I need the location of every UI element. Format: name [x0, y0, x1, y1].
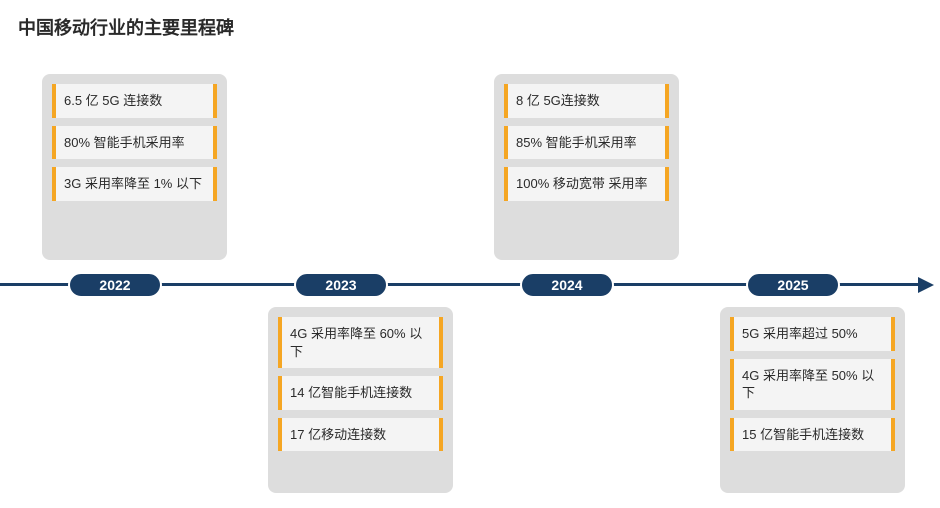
milestone-item: 80% 智能手机采用率: [52, 126, 217, 160]
milestone-card-2022: 6.5 亿 5G 连接数 80% 智能手机采用率 3G 采用率降至 1% 以下: [42, 74, 227, 260]
milestone-card-2024: 8 亿 5G连接数 85% 智能手机采用率 100% 移动宽带 采用率: [494, 74, 679, 260]
milestone-item: 8 亿 5G连接数: [504, 84, 669, 118]
year-pill-2023: 2023: [294, 272, 388, 298]
milestone-item: 85% 智能手机采用率: [504, 126, 669, 160]
milestone-item: 5G 采用率超过 50%: [730, 317, 895, 351]
milestone-item: 3G 采用率降至 1% 以下: [52, 167, 217, 201]
milestone-item: 4G 采用率降至 50% 以下: [730, 359, 895, 410]
milestone-item: 15 亿智能手机连接数: [730, 418, 895, 452]
year-pill-2025: 2025: [746, 272, 840, 298]
milestone-item: 14 亿智能手机连接数: [278, 376, 443, 410]
page-title: 中国移动行业的主要里程碑: [18, 14, 234, 40]
milestone-card-2025: 5G 采用率超过 50% 4G 采用率降至 50% 以下 15 亿智能手机连接数: [720, 307, 905, 493]
milestone-item: 100% 移动宽带 采用率: [504, 167, 669, 201]
milestone-item: 4G 采用率降至 60% 以下: [278, 317, 443, 368]
milestone-item: 17 亿移动连接数: [278, 418, 443, 452]
year-pill-2022: 2022: [68, 272, 162, 298]
milestone-item: 6.5 亿 5G 连接数: [52, 84, 217, 118]
milestone-card-2023: 4G 采用率降至 60% 以下 14 亿智能手机连接数 17 亿移动连接数: [268, 307, 453, 493]
year-pill-2024: 2024: [520, 272, 614, 298]
timeline-arrowhead: [918, 277, 934, 293]
